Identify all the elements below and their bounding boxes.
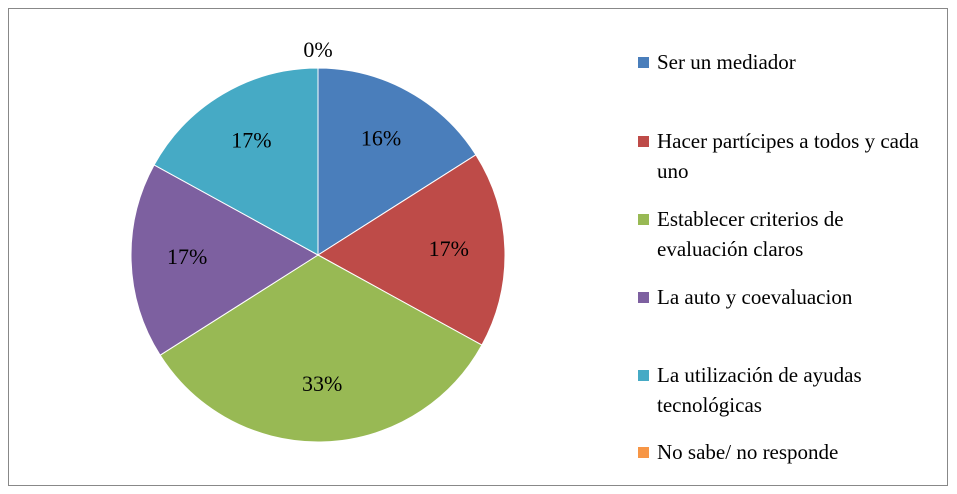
data-label: 17% bbox=[429, 236, 469, 261]
legend-swatch bbox=[638, 214, 649, 225]
legend-item: La utilización de ayudas tecnológicas bbox=[638, 360, 938, 420]
legend-swatch bbox=[638, 136, 649, 147]
data-label: 17% bbox=[167, 244, 207, 269]
data-label: 0% bbox=[303, 37, 332, 62]
legend-swatch bbox=[638, 292, 649, 303]
pie-slice bbox=[317, 67, 477, 256]
data-label: 16% bbox=[361, 125, 401, 150]
legend-item: Establecer criterios de evaluación claro… bbox=[638, 204, 938, 264]
pie-slice bbox=[159, 254, 483, 443]
legend-item: No sabe/ no responde bbox=[638, 437, 938, 467]
legend-swatch bbox=[638, 447, 649, 458]
legend-item: Ser un mediador bbox=[638, 47, 938, 77]
legend-swatch bbox=[638, 57, 649, 68]
legend-label: La auto y coevaluacion bbox=[657, 285, 853, 309]
pie-slice bbox=[317, 154, 506, 346]
data-label: 17% bbox=[231, 127, 271, 152]
legend-item: La auto y coevaluacion bbox=[638, 282, 938, 312]
pie-slice bbox=[130, 164, 319, 356]
legend-label: La utilización de ayudas tecnológicas bbox=[657, 363, 862, 417]
legend-label: Establecer criterios de evaluación claro… bbox=[657, 207, 844, 261]
legend-swatch bbox=[638, 370, 649, 381]
legend-item: Hacer partícipes a todos y cada uno bbox=[638, 126, 938, 186]
legend-label: Ser un mediador bbox=[657, 50, 796, 74]
legend-label: No sabe/ no responde bbox=[657, 440, 839, 464]
pie-slice bbox=[153, 67, 319, 256]
data-label: 33% bbox=[302, 371, 342, 396]
legend-label: Hacer partícipes a todos y cada uno bbox=[657, 129, 919, 183]
